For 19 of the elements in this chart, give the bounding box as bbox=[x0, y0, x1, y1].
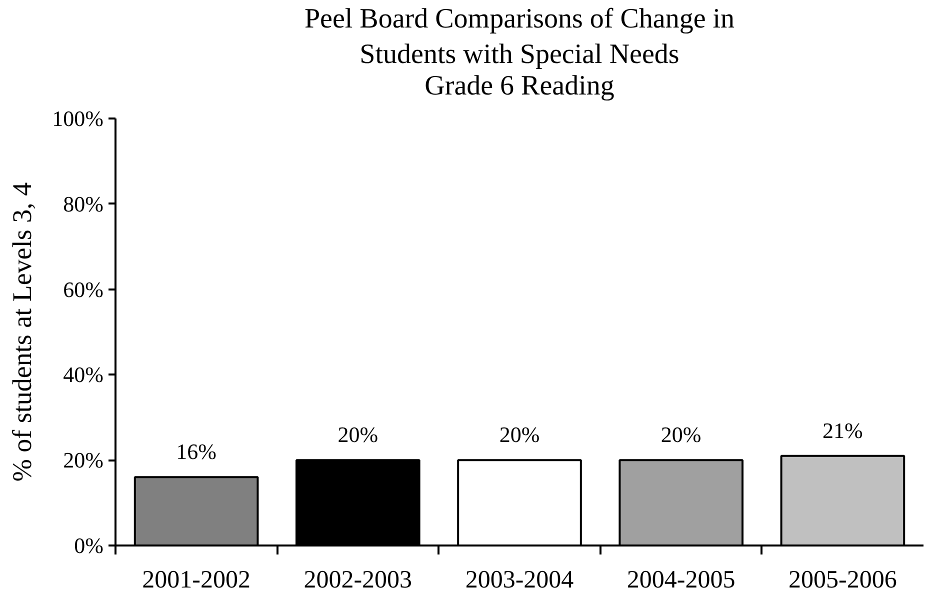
data-label: 20% bbox=[499, 422, 540, 448]
x-tick-label: 2004-2005 bbox=[626, 566, 736, 594]
data-label: 20% bbox=[660, 422, 702, 448]
chart-title: Peel Board Comparisons of Change in Students with Special Needs bbox=[304, 4, 735, 70]
x-tick-label: 2005-2006 bbox=[788, 566, 897, 594]
y-tick-label: 60% bbox=[63, 276, 104, 302]
chart-subtitle: Grade 6 Reading bbox=[424, 70, 614, 102]
y-tick-label: 100% bbox=[52, 106, 104, 131]
data-label: 21% bbox=[822, 418, 863, 443]
y-tick-label: 20% bbox=[63, 448, 104, 473]
data-label: 20% bbox=[338, 422, 378, 448]
y-tick-label: 0% bbox=[74, 533, 104, 558]
y-tick-label: 80% bbox=[63, 191, 104, 216]
x-tick-label: 2002-2003 bbox=[304, 566, 412, 594]
x-tick-label: 2003-2004 bbox=[465, 566, 574, 594]
x-tick-label: 2001-2002 bbox=[142, 566, 250, 594]
y-tick-label: 40% bbox=[63, 362, 104, 388]
y-axis-title: % of students at Levels 3, 4 bbox=[7, 182, 38, 482]
data-label: 16% bbox=[176, 439, 216, 464]
